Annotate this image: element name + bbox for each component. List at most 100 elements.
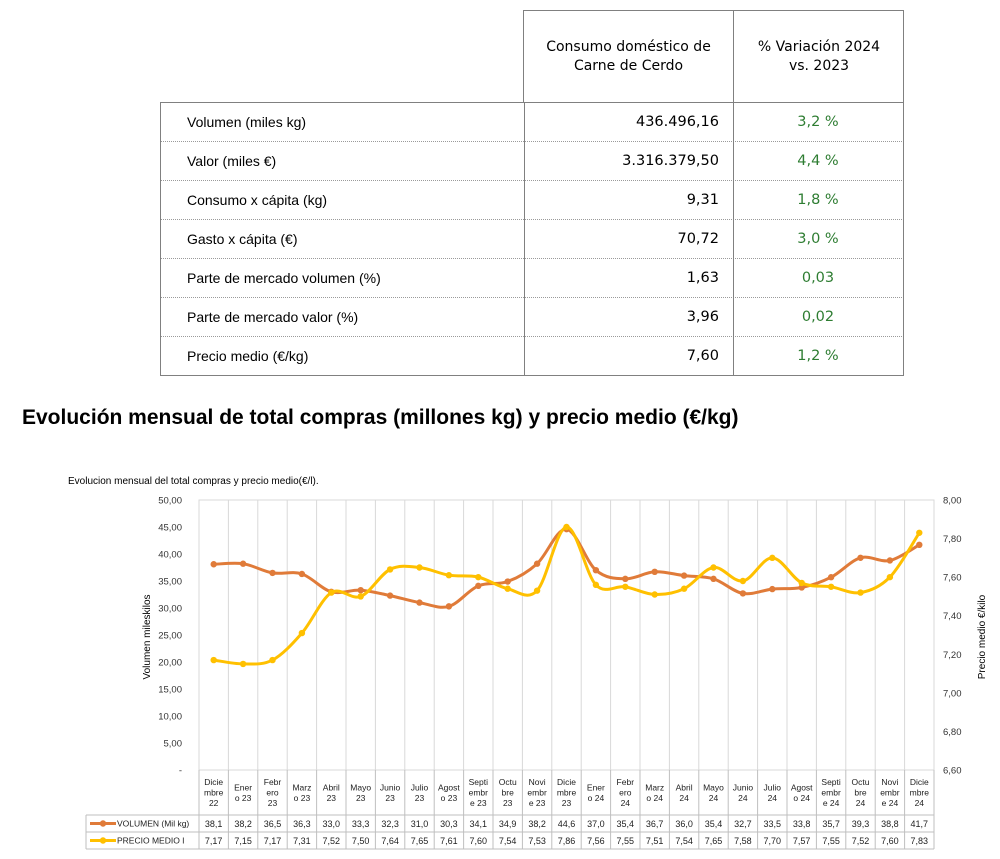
x-tick-label: Marz o 24 [645,782,664,803]
y-tick-label: 5,00 [164,739,183,750]
row-variation: 1,8 % [797,192,839,208]
volume-point [886,557,894,564]
data-label: 30,3 [440,819,458,829]
volume-point [739,590,747,597]
table-row: Parte de mercado valor (%) 3,96 0,02 [161,298,902,337]
row-variation: 0,02 [801,309,835,325]
section-title: Evolución mensual de total compras (mill… [22,406,739,429]
data-label: 44,6 [558,819,576,829]
series-lines [210,523,923,668]
row-label: Valor (miles €) [187,153,277,169]
data-label: 38,2 [234,819,252,829]
volume-point [445,603,453,610]
x-tick-label: Febr ero 23 [264,777,282,808]
data-label: 7,54 [499,836,517,846]
data-label: 7,60 [881,836,899,846]
price-point [357,593,364,600]
volume-point [386,592,394,599]
x-tick-label: Ener o 24 [587,782,605,803]
row-variation: 1,2 % [797,348,839,364]
y-tick-label: - [179,766,182,777]
data-label: 7,86 [558,836,576,846]
data-label: 7,52 [323,836,341,846]
data-label: 38,2 [528,819,546,829]
volume-point [210,561,217,568]
x-tick-label: Mayo 23 [350,782,371,803]
data-label: 7,60 [470,836,488,846]
x-tick-label: Abril 24 [676,782,693,803]
data-label: 7,57 [793,836,811,846]
data-label: 35,4 [705,819,723,829]
data-label: 32,3 [381,819,399,829]
header-variacion-line1: % Variación 2024 [757,39,881,55]
row-variation: 3,2 % [797,114,839,130]
data-label: 33,0 [323,819,341,829]
volume-point [827,574,835,581]
x-tick-label: Novi embr e 23 [527,777,547,808]
x-tick-label: Septi embr e 23 [469,777,489,808]
data-label: 7,15 [234,836,252,846]
price-point [445,572,453,579]
data-label: 7,55 [617,836,635,846]
header-consumo-line1: Consumo doméstico de [546,39,711,55]
data-label: 7,65 [411,836,429,846]
volume-point [592,567,600,574]
data-label: 33,3 [352,819,370,829]
volume-point [533,560,541,567]
row-value: 1,63 [524,259,734,298]
x-tick-label: Octu bre 24 [852,777,870,808]
data-label: 7,83 [911,836,929,846]
table-row: Volumen (miles kg) 436.496,16 3,2 % [161,103,902,142]
price-point [798,579,805,587]
x-tick-label: Abril 23 [323,782,340,803]
price-point [298,629,306,637]
price-point [592,581,600,589]
y-tick-label: 50,00 [158,496,182,507]
data-label: 7,17 [205,836,223,846]
price-point [886,573,894,581]
data-label: 39,3 [852,819,870,829]
x-tick-label: Dicie mbre 24 [910,777,930,808]
volume-point [357,586,364,594]
price-line [213,525,921,666]
data-label: 7,56 [587,836,605,846]
x-tick-label: Febr ero 24 [617,777,635,808]
x-tick-label: Dicie mbre 23 [557,777,577,808]
volume-point [651,568,658,576]
volume-point [916,541,923,549]
table-row: Consumo x cápita (kg) 9,31 1,8 % [161,181,902,220]
y-tick-label: 25,00 [158,631,182,642]
y2-axis-label: Precio medio €/kilo [977,594,988,679]
data-label: 7,65 [705,836,723,846]
price-point [563,523,570,531]
data-label: 7,53 [528,836,546,846]
data-label: 41,7 [911,819,929,829]
volume-point [269,569,276,577]
x-tick-label: Julio 23 [411,782,429,803]
x-tick-label: Dicie mbre 22 [204,777,224,808]
table-header: Consumo doméstico de Carne de Cerdo % Var… [523,10,904,103]
price-point [533,587,541,594]
x-tick-label: Junio 24 [733,782,754,803]
price-point [769,554,776,562]
volume-point [475,582,482,590]
y2-tick-label: 7,80 [943,534,962,545]
header-consumo-line2: Carne de Cerdo [573,58,684,74]
volume-point [798,584,805,591]
price-point [739,577,747,585]
header-variacion: % Variación 2024 vs. 2023 [734,11,904,103]
row-label: Consumo x cápita (kg) [187,192,328,208]
x-tick-label: Junio 23 [380,782,401,803]
price-point [916,529,923,536]
table-row: Precio medio (€/kg) 7,60 1,2 % [161,337,902,376]
data-label: 33,5 [764,819,782,829]
y-tick-label: 40,00 [158,550,182,561]
data-label: 7,58 [734,836,752,846]
y-tick-label: 20,00 [158,658,182,669]
price-point [827,583,835,590]
data-label: 7,50 [352,836,370,846]
x-tick-label: Julio 24 [764,782,782,803]
volume-point [710,575,717,583]
y2-tick-label: 7,40 [943,611,962,622]
row-variation: 0,03 [801,270,835,286]
